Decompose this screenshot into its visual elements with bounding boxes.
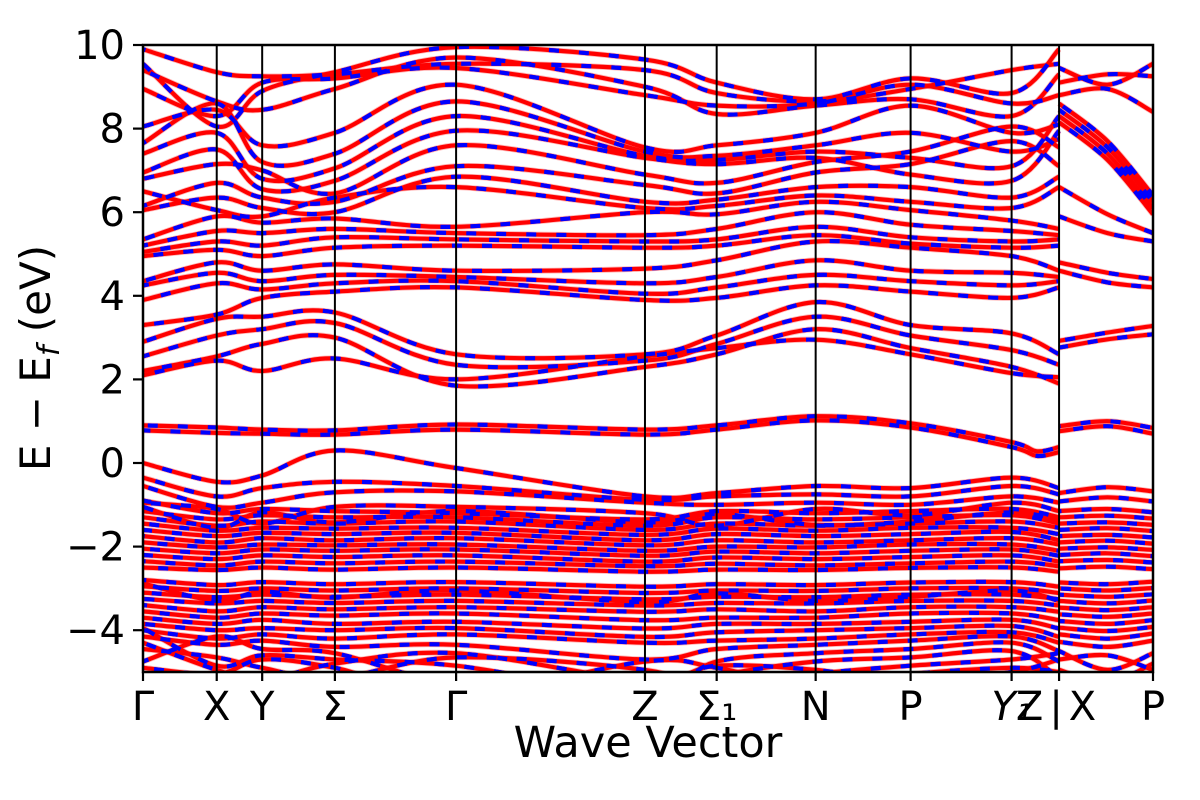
x-tick-label: Y — [249, 684, 275, 730]
x-tick-label: P — [899, 684, 923, 730]
band-line-overlay — [1057, 120, 1153, 216]
band-line-overlay — [1057, 101, 1153, 197]
y-tick-label: 4 — [100, 274, 125, 320]
y-tick-label: 10 — [74, 23, 125, 69]
band-line-overlay — [1059, 564, 1153, 572]
x-tick-label: Z|X — [1016, 684, 1102, 730]
x-tick-label: Σ — [322, 684, 347, 730]
band-line-overlay — [1059, 538, 1153, 546]
band-line-overlay — [1058, 61, 1153, 87]
band-line-overlay — [1058, 424, 1153, 436]
band-line-overlay — [143, 224, 1060, 254]
band-line-overlay — [1058, 652, 1153, 672]
band-line-overlay — [143, 546, 1060, 558]
y-tick-label: 0 — [100, 441, 125, 487]
y-tick-label: −2 — [66, 525, 125, 571]
band-line-overlay — [143, 233, 1060, 259]
x-tick-label: N — [801, 684, 831, 730]
band-line-overlay — [143, 238, 1060, 284]
band-line-overlay — [143, 113, 1061, 184]
y-tick-label: 6 — [100, 190, 125, 236]
band-line-overlay — [143, 124, 1061, 197]
band-line-overlay — [143, 483, 1060, 510]
band-line-overlay — [143, 327, 1060, 389]
band-line-overlay — [1059, 551, 1153, 559]
band-line-overlay — [1058, 260, 1153, 282]
band-line — [1058, 214, 1153, 244]
band-line-overlay — [143, 521, 1060, 538]
band-line-overlay — [143, 184, 1061, 220]
band-line-overlay — [143, 82, 1060, 154]
band-line — [143, 65, 1060, 119]
band-line-overlay — [1058, 598, 1153, 606]
band-lines-group — [143, 45, 1153, 672]
band-line — [143, 82, 1060, 154]
band-line-overlay — [1058, 323, 1153, 343]
x-tick-label: Γ — [445, 684, 468, 730]
y-axis-label-subscript: f — [32, 345, 67, 357]
y-tick-label: −4 — [66, 608, 125, 654]
y-axis-label: E − Ef (eV) — [11, 245, 67, 471]
band-line-overlay — [143, 552, 1060, 564]
x-tick-label: Z — [631, 684, 658, 730]
band-line-overlay — [1058, 268, 1153, 290]
x-tick-label: Y₁ — [991, 684, 1031, 730]
band-line-overlay — [143, 272, 1060, 303]
band-line-overlay — [1058, 485, 1153, 496]
band-line-overlay — [143, 621, 1060, 640]
band-line-overlay — [1058, 71, 1153, 85]
band-line-overlay — [143, 128, 1061, 194]
band-line-overlay — [143, 596, 1060, 608]
band-line-overlay — [143, 138, 1061, 208]
band-line-overlay — [1059, 579, 1153, 587]
band-line-overlay — [143, 590, 1060, 602]
x-tick-label: Γ — [132, 684, 155, 730]
x-tick-label: Σ₁ — [696, 684, 737, 730]
band-line — [1058, 661, 1153, 672]
band-line-overlay — [1058, 86, 1153, 114]
band-line-overlay — [1058, 605, 1153, 613]
band-line-overlay — [1058, 638, 1153, 650]
band-line-overlay — [1058, 631, 1153, 641]
y-axis-label-main: E − E — [11, 356, 60, 472]
band-line-overlay — [143, 500, 1060, 528]
band-line-overlay — [1059, 532, 1153, 540]
band-line-overlay — [1057, 114, 1153, 210]
band-line-overlay — [143, 99, 1060, 168]
band-line-halo — [143, 81, 1060, 155]
x-tick-label: P — [1141, 684, 1165, 730]
band-line-overlay — [1058, 185, 1153, 236]
band-line-overlay — [143, 337, 1060, 382]
x-tick-label: X — [203, 684, 230, 730]
band-line — [1059, 526, 1153, 534]
x-axis-label: Wave Vector — [513, 718, 783, 768]
band-line-overlay — [1059, 585, 1153, 593]
band-line-overlay — [1058, 624, 1153, 634]
y-tick-label: 2 — [100, 357, 125, 403]
y-axis-label-unit: (eV) — [11, 244, 60, 346]
band-line-overlay — [1059, 513, 1153, 521]
band-line — [1059, 557, 1153, 565]
band-line-overlay — [1059, 520, 1153, 527]
band-line — [1059, 592, 1153, 599]
band-line-overlay — [143, 448, 1060, 500]
band-line-overlay — [1057, 108, 1153, 204]
band-line — [143, 448, 1060, 500]
band-line-overlay — [1058, 649, 1153, 672]
band-line-overlay — [143, 475, 1060, 503]
band-line — [1058, 618, 1153, 627]
plot-frame — [141, 43, 1155, 674]
y-tick-label: 8 — [100, 107, 125, 153]
band-line-overlay — [1059, 545, 1153, 552]
band-line-overlay — [1058, 611, 1153, 619]
band-line-overlay — [143, 626, 1060, 672]
band-line-overlay — [1058, 419, 1153, 430]
band-line-overlay — [143, 615, 1060, 631]
band-line — [1058, 332, 1153, 350]
band-line — [1058, 495, 1153, 504]
band-line-overlay — [1058, 506, 1153, 515]
